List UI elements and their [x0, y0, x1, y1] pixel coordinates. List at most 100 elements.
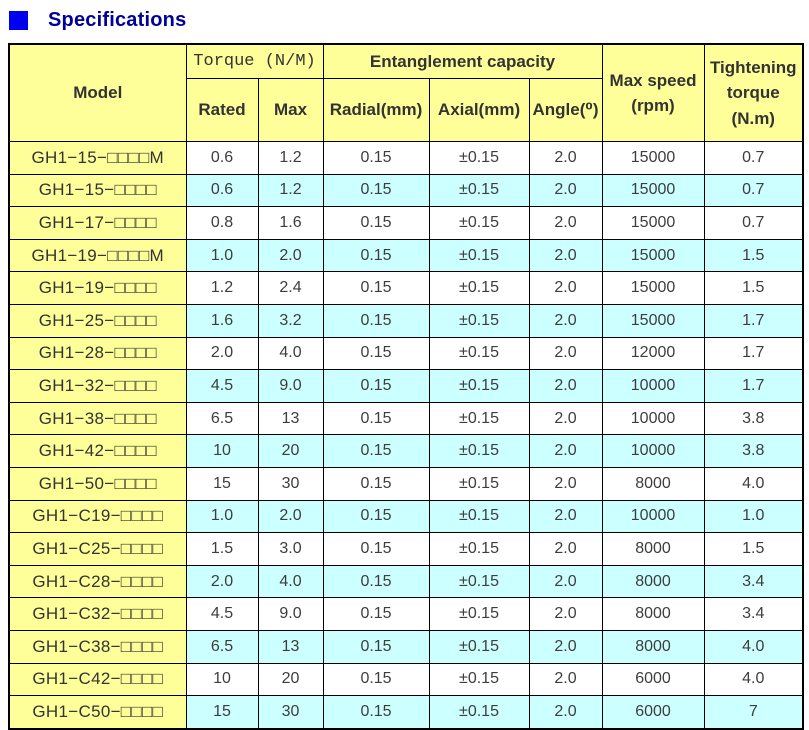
max-cell: 1.6 [257, 206, 324, 240]
tightening-cell: 0.7 [703, 141, 804, 175]
tightening-cell: 3.8 [703, 401, 804, 436]
max-cell: 20 [257, 662, 324, 697]
tightening-cell: 3.8 [703, 434, 804, 468]
axial-cell: ±0.15 [428, 695, 530, 730]
max-cell: 1.2 [257, 141, 324, 175]
tightening-cell: 1.7 [703, 369, 804, 403]
model-cell: GH1−28−□□□□ [8, 336, 187, 371]
angle-cell: 2.0 [528, 662, 603, 697]
max-cell: 30 [257, 695, 324, 730]
radial-cell: 0.15 [322, 499, 430, 534]
axial-cell: ±0.15 [428, 434, 530, 468]
tightening-cell: 4.0 [703, 466, 804, 501]
angle-cell: 2.0 [528, 629, 603, 664]
max-speed-cell: 15000 [601, 271, 705, 305]
column-header-angle: Angle(⁰) [528, 78, 603, 142]
tightening-cell: 1.5 [703, 271, 804, 305]
max-cell: 30 [257, 466, 324, 501]
max-cell: 2.0 [257, 238, 324, 273]
model-cell: GH1−25−□□□□ [8, 303, 187, 338]
angle-cell: 2.0 [528, 271, 603, 305]
radial-cell: 0.15 [322, 466, 430, 501]
angle-cell: 2.0 [528, 369, 603, 403]
tightening-cell: 1.5 [703, 532, 804, 566]
axial-cell: ±0.15 [428, 336, 530, 371]
rated-cell: 4.5 [185, 369, 259, 403]
angle-cell: 2.0 [528, 206, 603, 240]
model-cell: GH1−32−□□□□ [8, 369, 187, 403]
column-header-rated: Rated [185, 78, 259, 142]
max-speed-cell: 15000 [601, 141, 705, 175]
axial-cell: ±0.15 [428, 466, 530, 501]
tightening-cell: 1.7 [703, 303, 804, 338]
table-row: GH1−32−□□□□ 4.5 9.0 0.15 ±0.15 2.0 10000 1.7 [8, 369, 804, 403]
model-cell: GH1−C32−□□□□ [8, 597, 187, 631]
rated-cell: 0.6 [185, 173, 259, 208]
blue-square-bullet-icon [9, 10, 28, 30]
tightening-cell: 3.4 [703, 597, 804, 631]
radial-cell: 0.15 [322, 695, 430, 730]
model-cell: GH1−42−□□□□ [8, 434, 187, 468]
tightening-cell: 1.5 [703, 238, 804, 273]
angle-cell: 2.0 [528, 532, 603, 566]
axial-cell: ±0.15 [428, 532, 530, 566]
max-speed-cell: 8000 [601, 597, 705, 631]
axial-cell: ±0.15 [428, 629, 530, 664]
radial-cell: 0.15 [322, 564, 430, 599]
max-cell: 20 [257, 434, 324, 468]
axial-cell: ±0.15 [428, 401, 530, 436]
column-header-radial: Radial(mm) [322, 78, 430, 142]
table-row: GH1−C28−□□□□ 2.0 4.0 0.15 ±0.15 2.0 8000 3.4 [8, 564, 804, 599]
radial-cell: 0.15 [322, 173, 430, 208]
max-cell: 13 [257, 401, 324, 436]
model-cell: GH1−C42−□□□□ [8, 662, 187, 697]
column-header-max: Max [257, 78, 324, 142]
tightening-cell: 0.7 [703, 206, 804, 240]
angle-cell: 2.0 [528, 466, 603, 501]
radial-cell: 0.15 [322, 238, 430, 273]
table-row: GH1−C50−□□□□ 15 30 0.15 ±0.15 2.0 6000 7 [8, 695, 804, 730]
table-row: GH1−15−□□□□M 0.6 1.2 0.15 ±0.15 2.0 15000 0.7 [8, 141, 804, 175]
max-speed-cell: 8000 [601, 532, 705, 566]
radial-cell: 0.15 [322, 303, 430, 338]
max-speed-cell: 15000 [601, 206, 705, 240]
column-group-header-torque: Torque (N/M) [185, 43, 324, 79]
specifications-table: Model Torque (N/M) Entanglement capacity… [8, 43, 805, 730]
rated-cell: 0.6 [185, 141, 259, 175]
column-header-tightening-torque: Tightening torque (N.m) [703, 43, 804, 142]
radial-cell: 0.15 [322, 369, 430, 403]
max-cell: 3.0 [257, 532, 324, 566]
max-cell: 9.0 [257, 369, 324, 403]
table-row: GH1−50−□□□□ 15 30 0.15 ±0.15 2.0 8000 4.0 [8, 466, 804, 501]
model-cell: GH1−C50−□□□□ [8, 695, 187, 730]
model-cell: GH1−15−□□□□M [8, 141, 187, 175]
model-cell: GH1−C28−□□□□ [8, 564, 187, 599]
axial-cell: ±0.15 [428, 206, 530, 240]
rated-cell: 1.2 [185, 271, 259, 305]
max-cell: 4.0 [257, 564, 324, 599]
angle-cell: 2.0 [528, 695, 603, 730]
radial-cell: 0.15 [322, 206, 430, 240]
section-title-bar: Specifications [9, 9, 809, 31]
radial-cell: 0.15 [322, 629, 430, 664]
angle-cell: 2.0 [528, 173, 603, 208]
rated-cell: 10 [185, 434, 259, 468]
axial-cell: ±0.15 [428, 303, 530, 338]
angle-cell: 2.0 [528, 434, 603, 468]
tightening-cell: 1.7 [703, 336, 804, 371]
radial-cell: 0.15 [322, 434, 430, 468]
angle-cell: 2.0 [528, 303, 603, 338]
angle-cell: 2.0 [528, 336, 603, 371]
spec-table-body: GH1−15−□□□□M 0.6 1.2 0.15 ±0.15 2.0 15000 0.7 GH… [8, 141, 804, 730]
angle-cell: 2.0 [528, 141, 603, 175]
radial-cell: 0.15 [322, 336, 430, 371]
model-cell: GH1−C25−□□□□ [8, 532, 187, 566]
tightening-cell: 3.4 [703, 564, 804, 599]
table-row: GH1−42−□□□□ 10 20 0.15 ±0.15 2.0 10000 3.8 [8, 434, 804, 468]
model-cell: GH1−50−□□□□ [8, 466, 187, 501]
rated-cell: 10 [185, 662, 259, 697]
max-speed-cell: 10000 [601, 434, 705, 468]
rated-cell: 2.0 [185, 564, 259, 599]
axial-cell: ±0.15 [428, 564, 530, 599]
angle-cell: 2.0 [528, 564, 603, 599]
